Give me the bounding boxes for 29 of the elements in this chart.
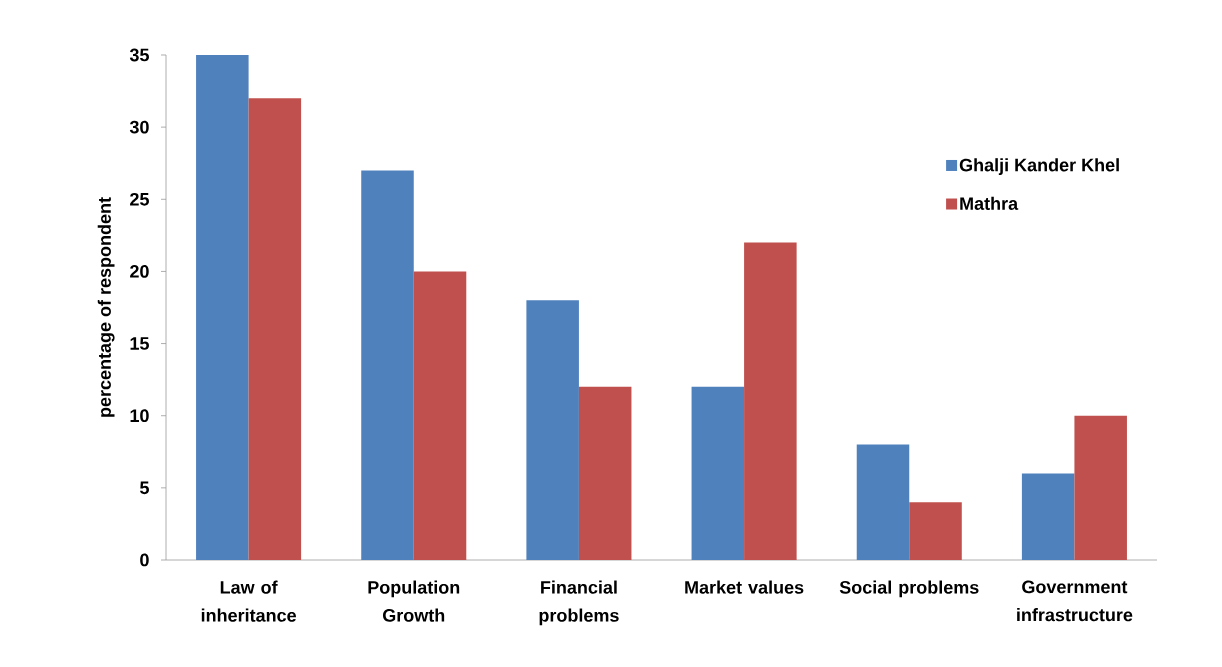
legend-label: Mathra — [960, 196, 1019, 210]
bar — [248, 98, 302, 560]
x-tick-label: Social problems — [839, 580, 979, 598]
bar — [691, 386, 745, 560]
y-axis-title: percentage of respondent — [97, 197, 115, 417]
bar — [1074, 415, 1127, 560]
x-tick-label: Government infrastructure — [1017, 580, 1133, 622]
bar — [744, 242, 797, 560]
y-tick-label: 25 — [130, 192, 149, 206]
x-tick-label: Market values — [685, 580, 804, 594]
bar — [856, 444, 910, 560]
y-tick-label: 35 — [129, 48, 149, 62]
bar — [361, 170, 414, 560]
bar — [1021, 473, 1075, 560]
x-tick-label: Population Growth — [368, 580, 460, 622]
legend-label: Ghalji Kander Khel — [959, 158, 1119, 175]
y-tick-label: 20 — [130, 265, 149, 278]
x-tick-label: Financial problems — [539, 580, 619, 626]
y-tick-label: 30 — [129, 120, 149, 134]
y-tick-label: 10 — [130, 409, 149, 423]
bar — [526, 300, 579, 560]
bar — [413, 271, 467, 560]
y-tick-label: 0 — [140, 553, 149, 567]
bar — [578, 386, 632, 560]
y-tick-label: 5 — [140, 481, 149, 495]
bar — [196, 54, 249, 560]
x-tick-label: Law of inheritance — [201, 580, 296, 622]
bar — [909, 502, 962, 560]
y-tick-label: 15 — [130, 337, 149, 350]
